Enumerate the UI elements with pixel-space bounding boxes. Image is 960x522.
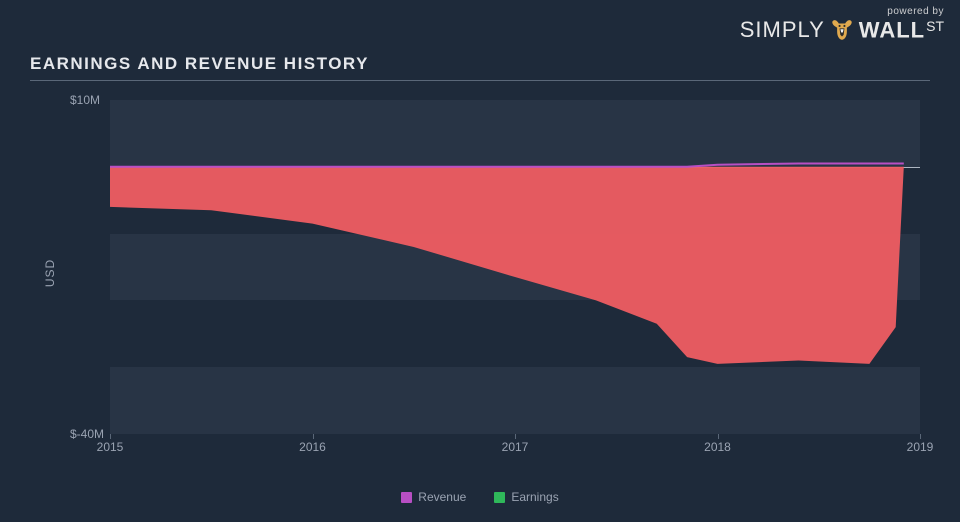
legend-item-earnings: Earnings	[494, 490, 558, 504]
x-tick-mark	[313, 434, 314, 439]
x-tick-mark	[920, 434, 921, 439]
brand-suffix-st: ST	[926, 18, 944, 34]
y-tick-label: $-40M	[70, 427, 104, 441]
x-tick-label: 2017	[502, 440, 529, 454]
chart-title: EARNINGS AND REVENUE HISTORY	[30, 54, 930, 74]
revenue-line	[110, 163, 904, 166]
x-tick-mark	[110, 434, 111, 439]
legend-swatch-revenue	[401, 492, 412, 503]
title-divider	[30, 80, 930, 81]
brand-badge: powered by SIMPLY WALLST	[740, 6, 944, 43]
legend: Revenue Earnings	[0, 490, 960, 504]
legend-label-revenue: Revenue	[418, 490, 466, 504]
brand-word-wall: WALL	[859, 17, 925, 42]
plot-area: 20152016201720182019	[110, 100, 920, 434]
earnings-revenue-chart: USD 20152016201720182019 $10M $-40M	[30, 88, 930, 458]
x-tick-mark	[718, 434, 719, 439]
bull-icon	[829, 17, 855, 43]
x-tick-label: 2018	[704, 440, 731, 454]
x-tick-mark	[515, 434, 516, 439]
legend-label-earnings: Earnings	[511, 490, 558, 504]
earnings-area	[110, 167, 904, 364]
legend-item-revenue: Revenue	[401, 490, 466, 504]
y-axis-label: USD	[43, 259, 57, 287]
series-svg	[110, 100, 920, 434]
x-tick-label: 2015	[97, 440, 124, 454]
legend-swatch-earnings	[494, 492, 505, 503]
x-tick-label: 2019	[907, 440, 934, 454]
y-tick-label: $10M	[70, 93, 100, 107]
x-tick-label: 2016	[299, 440, 326, 454]
powered-by-label: powered by	[740, 6, 944, 17]
brand-word-simply: SIMPLY	[740, 19, 825, 41]
